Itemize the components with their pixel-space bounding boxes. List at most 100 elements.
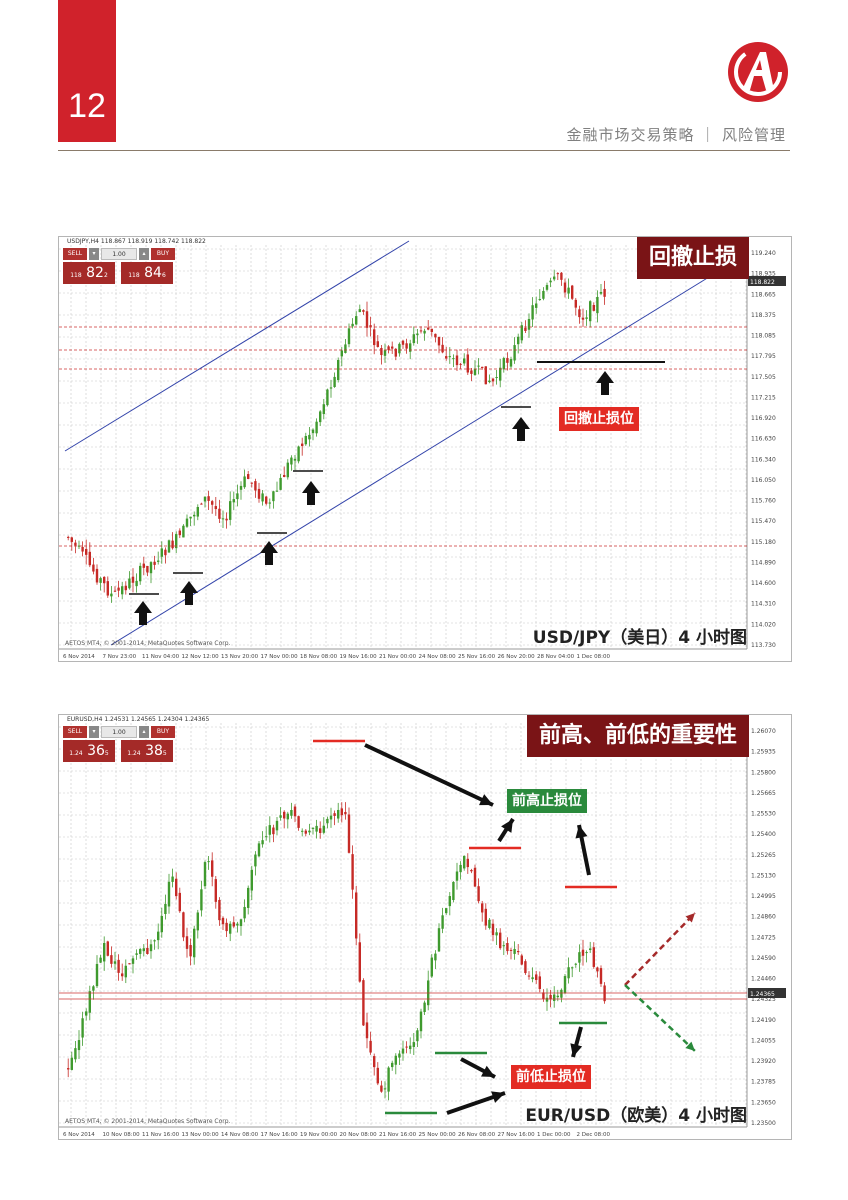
y-tick-label: 1.25400 bbox=[751, 831, 776, 838]
sell-button[interactable]: SELL bbox=[63, 248, 87, 260]
candle-body bbox=[178, 530, 181, 536]
x-tick-label: 14 Nov 08:00 bbox=[221, 1132, 259, 1138]
candle-body bbox=[520, 325, 523, 341]
x-tick-label: 13 Nov 00:00 bbox=[182, 1132, 220, 1138]
candle-body bbox=[412, 334, 415, 344]
candle-body bbox=[423, 330, 426, 334]
candle-body bbox=[365, 311, 369, 328]
y-tick-label: 1.25530 bbox=[751, 811, 776, 818]
candle-body bbox=[574, 299, 577, 308]
candle-body bbox=[380, 1085, 383, 1092]
channel-line-upper bbox=[64, 240, 410, 452]
candle-body bbox=[527, 975, 531, 977]
candle-body bbox=[585, 952, 588, 954]
candle-body bbox=[441, 915, 444, 929]
candle-body bbox=[135, 953, 138, 955]
candle-body bbox=[423, 1002, 426, 1012]
up-arrow-icon bbox=[134, 601, 152, 625]
candle-body bbox=[283, 474, 286, 477]
dashed-down-arrow-icon bbox=[624, 984, 696, 1052]
y-tick-label: 118.935 bbox=[751, 271, 776, 278]
candle-body bbox=[481, 903, 484, 913]
candle-body bbox=[387, 1067, 390, 1092]
current-price-label: 118.822 bbox=[750, 279, 775, 286]
candle-body bbox=[214, 506, 217, 510]
candle-body bbox=[113, 961, 117, 964]
candle-body bbox=[477, 365, 480, 367]
candle-body bbox=[293, 806, 297, 817]
candle-body bbox=[391, 346, 394, 349]
lot-dropdown-icon[interactable]: ▾ bbox=[89, 248, 99, 260]
buy-price[interactable]: 1.24 385 bbox=[121, 740, 173, 762]
x-tick-label: 28 Nov 04:00 bbox=[537, 654, 575, 660]
candle-body bbox=[592, 947, 595, 967]
candle-body bbox=[254, 481, 257, 491]
buy-button[interactable]: BUY bbox=[151, 726, 175, 738]
candle-body bbox=[578, 309, 581, 318]
x-tick-label: 12 Nov 12:00 bbox=[182, 654, 220, 660]
candle-body bbox=[459, 363, 462, 365]
candle-body bbox=[193, 514, 196, 517]
candle-body bbox=[182, 525, 185, 538]
candle-body bbox=[311, 827, 315, 829]
candle-body bbox=[218, 899, 221, 921]
candle-body bbox=[297, 816, 300, 828]
candle-body bbox=[448, 896, 451, 907]
sell-button[interactable]: SELL bbox=[63, 726, 87, 738]
candle-body bbox=[322, 825, 325, 833]
candle-body bbox=[189, 945, 192, 957]
candle-body bbox=[124, 965, 127, 978]
buy-price[interactable]: 118 846 bbox=[121, 262, 173, 284]
lot-field[interactable]: 1.00 bbox=[101, 726, 137, 738]
y-tick-label: 116.920 bbox=[751, 415, 776, 422]
candle-body bbox=[200, 503, 203, 505]
candle-body bbox=[513, 948, 516, 954]
candle-body bbox=[304, 830, 307, 834]
candle-body bbox=[470, 370, 473, 374]
candle-body bbox=[106, 941, 109, 956]
candle-body bbox=[185, 518, 189, 527]
candle-body bbox=[74, 542, 77, 546]
candle-body bbox=[401, 340, 405, 345]
y-tick-label: 1.24325 bbox=[751, 996, 776, 1003]
candle-body bbox=[211, 860, 214, 877]
candle-body bbox=[85, 1011, 88, 1016]
candle-body bbox=[416, 333, 419, 336]
sell-price[interactable]: 1.24 365 bbox=[63, 740, 115, 762]
y-tick-label: 114.890 bbox=[751, 559, 776, 566]
candle-body bbox=[499, 367, 502, 381]
candle-body bbox=[538, 976, 541, 989]
candle-body bbox=[322, 404, 325, 415]
candle-body bbox=[153, 940, 156, 942]
lot-step-icon[interactable]: ▴ bbox=[139, 726, 149, 738]
y-tick-label: 113.730 bbox=[751, 642, 776, 649]
candle-body bbox=[430, 328, 433, 333]
candle-body bbox=[81, 546, 84, 552]
lot-dropdown-icon[interactable]: ▾ bbox=[89, 726, 99, 738]
candle-body bbox=[383, 1088, 387, 1090]
candle-body bbox=[193, 928, 196, 958]
candle-body bbox=[506, 358, 509, 363]
candle-body bbox=[275, 490, 279, 492]
x-tick-label: 26 Nov 08:00 bbox=[458, 1132, 496, 1138]
candle-body bbox=[434, 953, 437, 961]
candle-body bbox=[167, 881, 171, 907]
candle-body bbox=[95, 568, 99, 583]
sell-price[interactable]: 118 822 bbox=[63, 262, 115, 284]
candle-body bbox=[164, 549, 167, 556]
candle-body bbox=[124, 585, 127, 591]
candle-body bbox=[398, 1053, 401, 1058]
candle-body bbox=[250, 869, 253, 891]
chart-copyright: AETOS MT4, © 2001-2014, MetaQuotes Softw… bbox=[65, 1118, 231, 1125]
lot-step-icon[interactable]: ▴ bbox=[139, 248, 149, 260]
chart-symbol-line: EURUSD,H4 1.24531 1.24565 1.24304 1.2436… bbox=[67, 716, 210, 723]
y-tick-label: 1.24190 bbox=[751, 1017, 776, 1024]
y-tick-label: 1.23920 bbox=[751, 1058, 776, 1065]
lot-field[interactable]: 1.00 bbox=[101, 248, 137, 260]
chart2-caption: EUR/USD（欧美）4 小时图 bbox=[525, 1106, 747, 1126]
buy-button[interactable]: BUY bbox=[151, 248, 175, 260]
candle-body bbox=[153, 561, 156, 565]
y-tick-label: 1.24995 bbox=[751, 893, 776, 900]
candle-body bbox=[398, 343, 401, 354]
up-arrow-icon bbox=[596, 371, 614, 395]
